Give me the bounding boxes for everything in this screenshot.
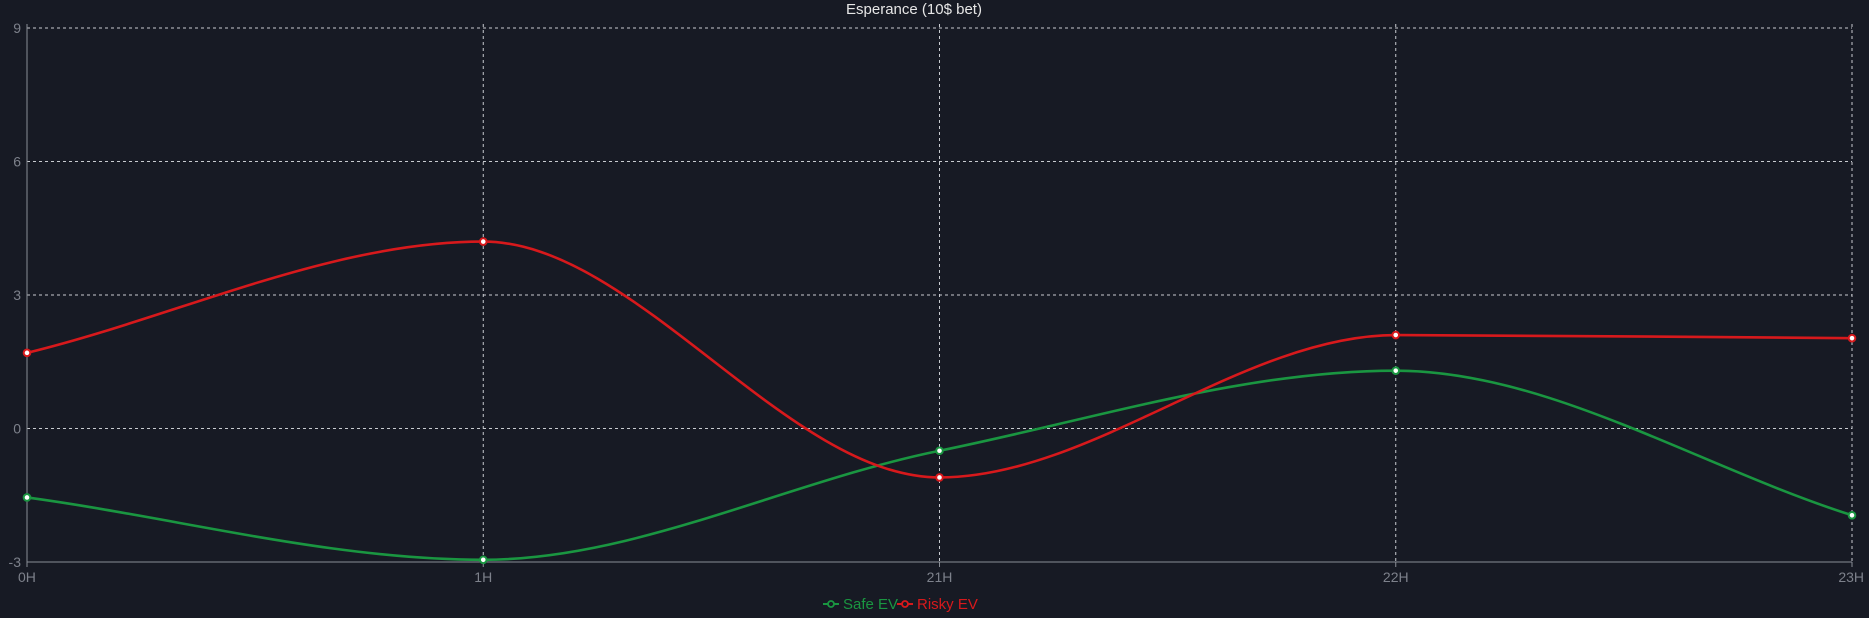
- x-tick-label: 21H: [927, 569, 953, 585]
- data-point-safe-ev[interactable]: [935, 446, 944, 456]
- legend-swatch-marker: [901, 600, 909, 608]
- series-line-safe-ev: [26, 369, 1853, 562]
- data-point-risky-ev[interactable]: [1391, 330, 1401, 340]
- data-point-risky-ev[interactable]: [1847, 333, 1857, 343]
- data-point-risky-ev[interactable]: [478, 237, 488, 246]
- legend-label: Safe EV: [843, 596, 898, 613]
- data-point-safe-ev[interactable]: [1847, 510, 1857, 520]
- y-tick-label: 9: [13, 20, 21, 36]
- y-tick-label: 6: [13, 154, 21, 170]
- chart-title: Esperance (10$ bet): [846, 1, 982, 18]
- legend-item-risky-ev[interactable]: Risky EV: [897, 596, 978, 613]
- data-point-safe-ev[interactable]: [22, 493, 32, 502]
- legend[interactable]: Safe EV Risky EV: [823, 596, 978, 613]
- x-tick-label: 22H: [1383, 569, 1409, 585]
- legend-swatch-marker: [827, 600, 835, 608]
- data-point-safe-ev[interactable]: [478, 555, 488, 565]
- y-tick-label: 0: [13, 421, 21, 437]
- legend-label: Risky EV: [917, 596, 978, 613]
- x-tick-label: 0H: [18, 569, 36, 585]
- y-tick-label: 3: [13, 287, 21, 303]
- x-tick-label: 1H: [474, 569, 492, 585]
- series-group: [22, 237, 1857, 565]
- axes: -3 0 3 6 9 0H 1H 21H 22H 23H: [9, 20, 1864, 585]
- data-point-risky-ev[interactable]: [22, 348, 32, 358]
- y-tick-label: -3: [9, 554, 22, 570]
- data-point-safe-ev[interactable]: [1391, 366, 1401, 375]
- x-tick-label: 23H: [1838, 569, 1864, 585]
- legend-item-safe-ev[interactable]: Safe EV: [823, 596, 898, 613]
- data-point-risky-ev[interactable]: [935, 473, 944, 482]
